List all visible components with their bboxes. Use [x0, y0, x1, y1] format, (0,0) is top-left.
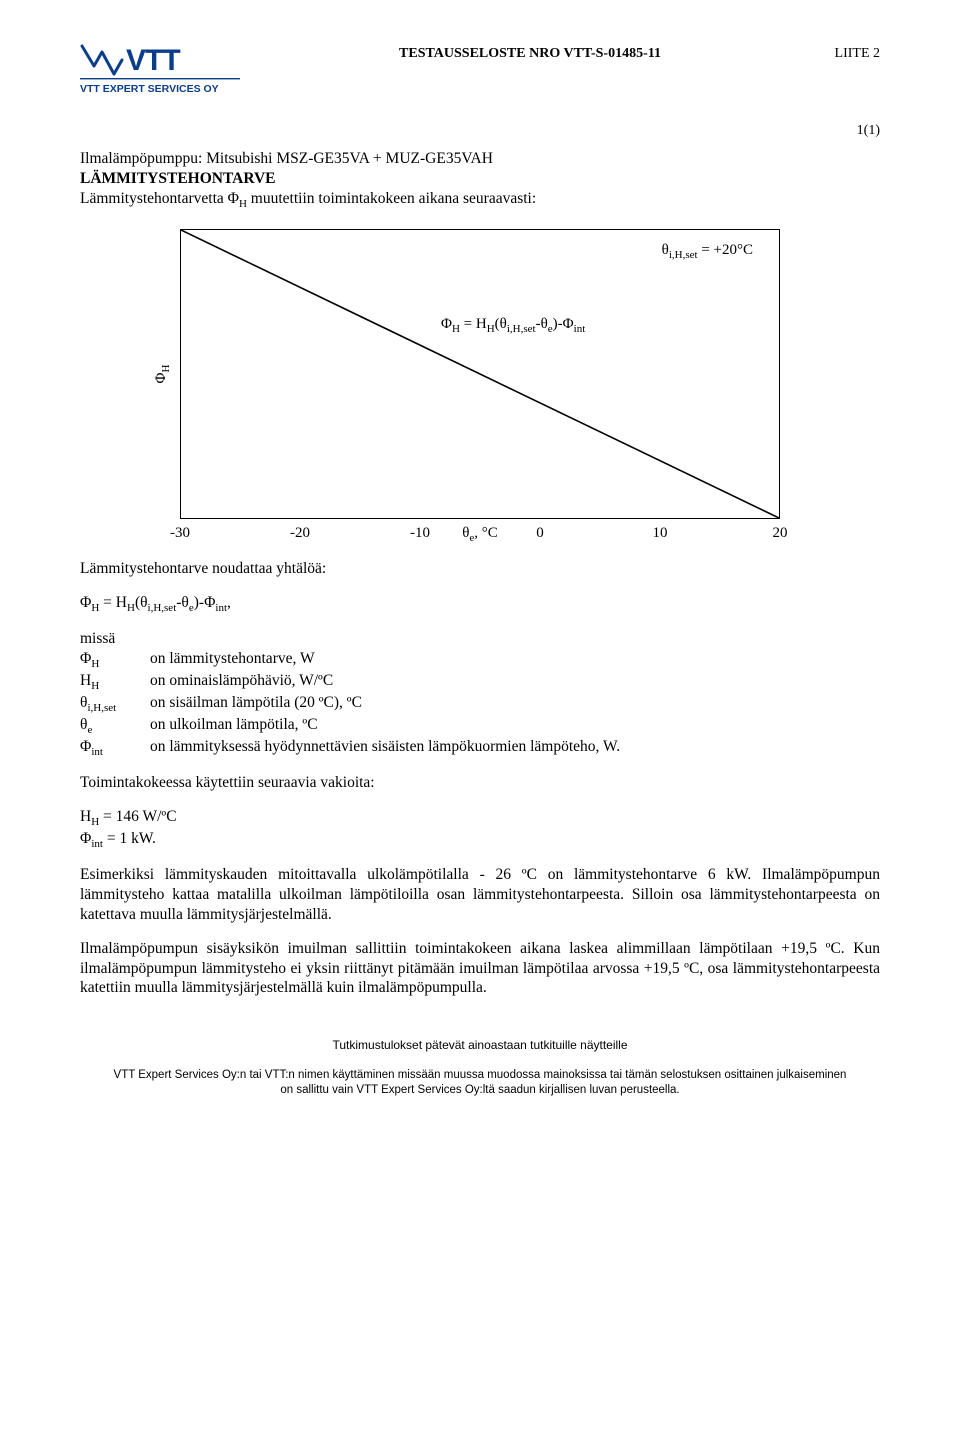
defs-missa: missä [80, 629, 880, 649]
page-number: 1(1) [80, 123, 880, 139]
defs-row: θi,H,set on sisäilman lämpötila (20 ºC),… [80, 693, 620, 715]
xtick: -30 [170, 525, 190, 542]
footer-line3: on sallittu vain VTT Expert Services Oy:… [80, 1083, 880, 1098]
equation-formula: ΦH = HH(θi,H,set-θe)-Φint, [80, 593, 880, 615]
chart-setpoint-label: θi,H,set = +20°C [662, 242, 753, 261]
chart-ylabel: ΦH [153, 364, 172, 383]
constant-Phiint: Φint = 1 kW. [80, 829, 880, 851]
vtt-logo: VTT VTT EXPERT SERVICES OY [80, 40, 280, 101]
footer-line1: Tutkimustulokset pätevät ainoastaan tutk… [80, 1038, 880, 1052]
logo-main-text: VTT [126, 44, 180, 77]
page-footer: Tutkimustulokset pätevät ainoastaan tutk… [80, 1038, 880, 1098]
xtick: 0 [536, 525, 544, 542]
constants-intro: Toimintakokeessa käytettiin seuraavia va… [80, 773, 880, 793]
xtick: 20 [773, 525, 788, 542]
xtick: 10 [653, 525, 668, 542]
footer-line2: VTT Expert Services Oy:n tai VTT:n nimen… [80, 1068, 880, 1083]
equation-intro: Lämmitystehontarve noudattaa yhtälöä: [80, 559, 880, 579]
logo-sub-text: VTT EXPERT SERVICES OY [80, 83, 219, 95]
header-doc-ref: TESTAUSSELOSTE NRO VTT-S-01485-11 [280, 40, 780, 62]
defs-row: θe on ulkoilman lämpötila, ºC [80, 715, 620, 737]
constant-HH: HH = 146 W/ºC [80, 807, 880, 829]
paragraph-2: Ilmalämpöpumpun sisäyksikön imuilman sal… [80, 939, 880, 998]
xtick: -20 [290, 525, 310, 542]
chart-xlabel: θe, °C [462, 525, 498, 544]
defs-row: HH on ominaislämpöhäviö, W/ºC [80, 671, 620, 693]
chart-equation-label: ΦH = HH(θi,H,set-θe)-Φint [441, 316, 585, 335]
page-header: VTT VTT EXPERT SERVICES OY TESTAUSSELOST… [80, 40, 880, 101]
header-attachment: LIITE 2 [780, 40, 880, 62]
intro-title: LÄMMITYSTEHONTARVE [80, 169, 880, 189]
intro-block: Ilmalämpöpumppu: Mitsubishi MSZ-GE35VA +… [80, 149, 880, 211]
intro-line1: Ilmalämpöpumppu: Mitsubishi MSZ-GE35VA +… [80, 149, 880, 169]
defs-row: ΦH on lämmitystehontarve, W [80, 649, 620, 671]
paragraph-1: Esimerkiksi lämmityskauden mitoittavalla… [80, 865, 880, 924]
defs-row: Φint on lämmityksessä hyödynnettävien si… [80, 737, 620, 759]
xtick: -10 [410, 525, 430, 542]
heating-demand-chart: θi,H,set = +20°C ΦH = HH(θi,H,set-θe)-Φi… [180, 229, 780, 519]
chart-xticks: -30 -20 -10 0 10 20 θe, °C [180, 525, 780, 545]
defs-table: ΦH on lämmitystehontarve, W HH on ominai… [80, 649, 620, 759]
intro-line3: Lämmitystehontarvetta ΦH muutettiin toim… [80, 189, 880, 211]
